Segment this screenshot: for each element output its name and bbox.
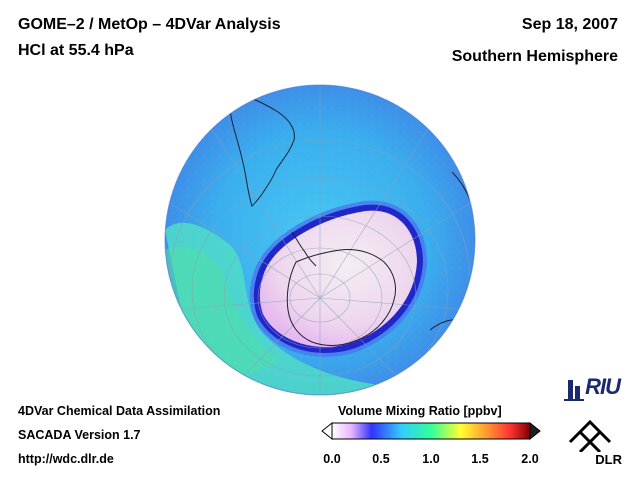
dlr-logo-icon bbox=[568, 419, 612, 452]
colorbar-title: Volume Mixing Ratio [ppbv] bbox=[338, 404, 502, 418]
riu-logo-text: RIU bbox=[585, 374, 621, 399]
colorbar-tick: 0.5 bbox=[372, 452, 390, 466]
footer-url[interactable]: http://wdc.dlr.de bbox=[18, 452, 114, 466]
colorbar-tick: 0.0 bbox=[323, 452, 341, 466]
colorbar-tick: 1.5 bbox=[471, 452, 489, 466]
title-line-1: GOME–2 / MetOp – 4DVar Analysis bbox=[18, 16, 281, 33]
title-line-2: HCl at 55.4 hPa bbox=[18, 42, 134, 59]
dlr-logo-text: DLR bbox=[595, 452, 622, 467]
footer-assimilation: 4DVar Chemical Data Assimilation bbox=[18, 404, 221, 418]
antarctic-peninsula-coast bbox=[291, 231, 317, 267]
colorbar-tick: 1.0 bbox=[422, 452, 440, 466]
colorbar-low-arrow bbox=[321, 421, 333, 441]
colorbar-high-arrow bbox=[529, 421, 541, 441]
antarctica-coast bbox=[286, 249, 397, 346]
analysis-date: Sep 18, 2007 bbox=[521, 16, 618, 33]
south-america-coast bbox=[229, 91, 295, 207]
graticule bbox=[165, 85, 475, 395]
footer-version: SACADA Version 1.7 bbox=[18, 428, 141, 442]
hemisphere-label: Southern Hemisphere bbox=[451, 48, 618, 65]
riu-logo-icon bbox=[564, 380, 584, 401]
colorbar bbox=[321, 421, 541, 441]
colorbar-tick: 2.0 bbox=[521, 452, 539, 466]
colorbar-gradient bbox=[331, 422, 531, 440]
